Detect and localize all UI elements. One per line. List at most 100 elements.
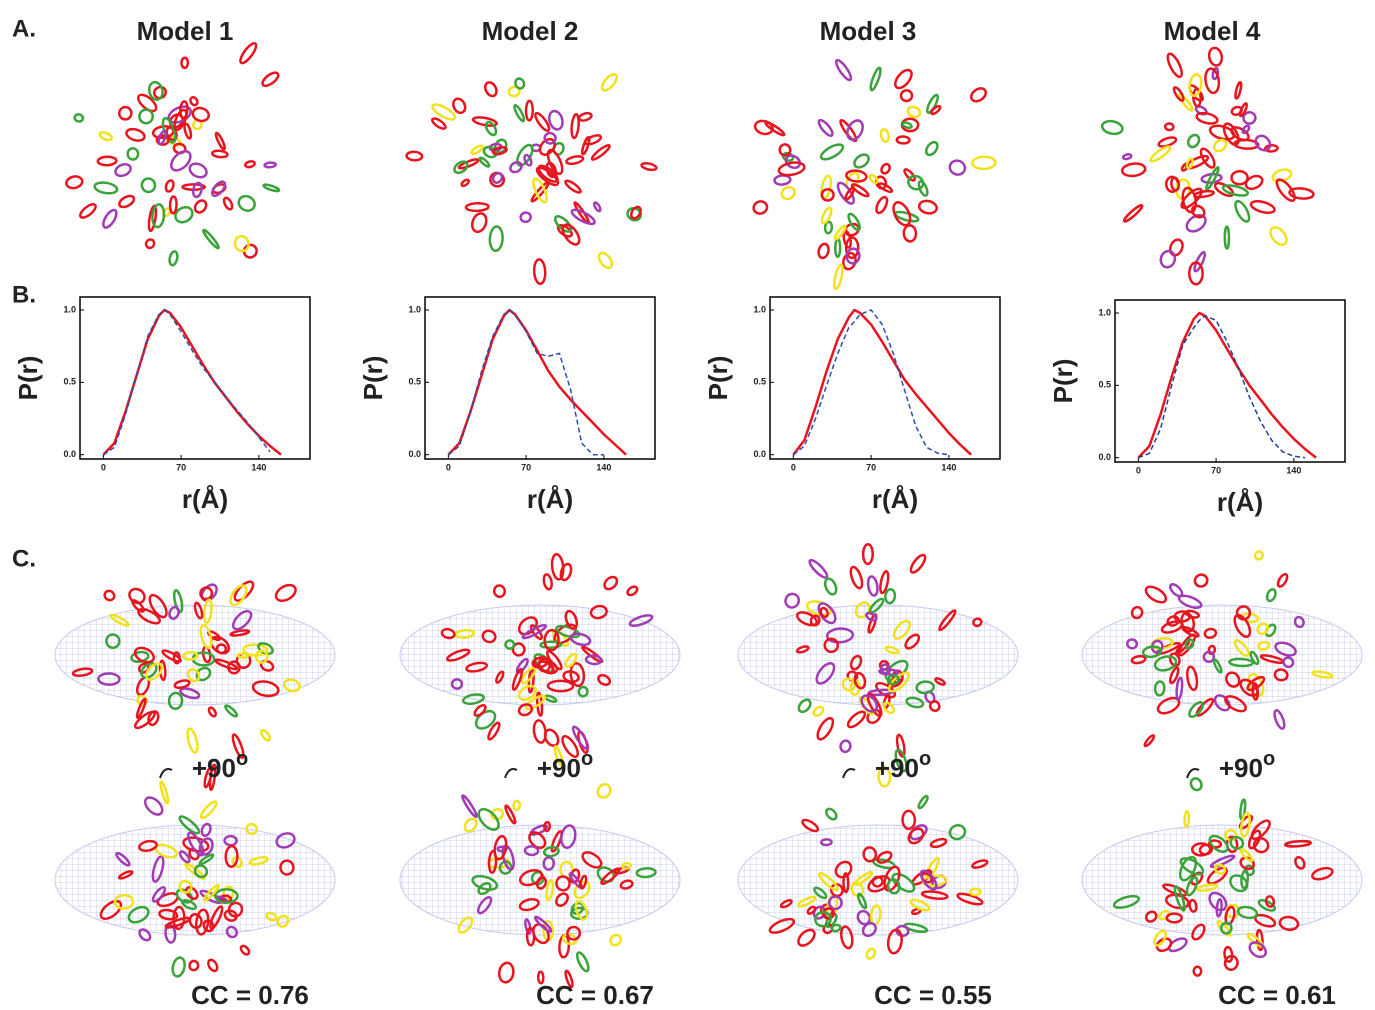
protein-ribbon (1252, 837, 1270, 854)
protein-ribbon (461, 794, 478, 819)
x-axis-title: r(Å) (182, 484, 228, 514)
protein-ribbon (866, 692, 883, 718)
protein-ribbon (865, 611, 878, 622)
protein-ribbon (752, 200, 769, 215)
protein-ribbon (869, 66, 882, 92)
protein-ribbon (938, 609, 957, 632)
model-title: Model 4 (1164, 16, 1261, 46)
protein-ribbon (853, 671, 867, 690)
protein-ribbon (79, 202, 97, 219)
protein-ribbon (903, 168, 916, 182)
protein-ribbon (193, 601, 204, 620)
protein-ribbon (533, 656, 559, 675)
protein-ribbon (1215, 898, 1223, 918)
protein-ribbon (845, 169, 868, 183)
protein-ribbon (894, 68, 913, 90)
rotation-arrow (842, 768, 856, 779)
protein-ribbon (191, 106, 210, 123)
rotation-arrow (504, 768, 518, 779)
protein-ribbon (457, 158, 480, 170)
protein-ribbon (195, 908, 210, 936)
protein-ribbon (1208, 891, 1228, 912)
protein-ribbon (909, 898, 931, 912)
protein-ribbon (839, 739, 852, 754)
protein-ribbon (225, 925, 239, 939)
protein-ribbon (143, 796, 164, 816)
protein-ribbon (1155, 937, 1173, 953)
protein-ribbon (534, 915, 553, 933)
protein-ribbon (189, 96, 199, 107)
protein-ribbon (856, 892, 868, 910)
protein-ribbon (619, 879, 634, 890)
protein-ribbon (199, 800, 218, 820)
protein-ribbon (849, 654, 863, 671)
protein-ribbon (561, 933, 578, 946)
protein-ribbon (457, 916, 474, 934)
protein-ribbon (1126, 638, 1139, 650)
protein-ribbon (257, 642, 274, 656)
protein-ribbon (823, 637, 840, 654)
protein-ribbon (229, 629, 251, 637)
protein-ribbon (251, 680, 280, 698)
protein-ribbon (171, 956, 186, 978)
protein-ribbon (102, 208, 118, 229)
protein-ribbon (200, 822, 212, 837)
protein-ribbon (808, 558, 829, 579)
protein-ribbon (523, 153, 533, 167)
protein-ribbon (214, 658, 239, 671)
protein-ribbon (773, 174, 792, 186)
protein-ribbon (1188, 261, 1204, 286)
protein-ribbon (847, 212, 861, 232)
protein-ribbon (784, 592, 801, 609)
protein-ribbon (164, 916, 192, 929)
protein-ribbon (504, 639, 516, 650)
protein-ribbon (138, 839, 158, 852)
protein-ribbon (542, 845, 560, 858)
protein-ribbon (1170, 176, 1181, 192)
protein-ribbon (543, 820, 551, 833)
protein-ribbon (1198, 843, 1214, 856)
protein-ribbon (1121, 153, 1133, 161)
protein-ribbon (1130, 654, 1147, 665)
protein-ribbon (168, 195, 178, 215)
protein-ribbon (575, 951, 590, 973)
cc-value: CC = 0.76 (191, 980, 309, 1010)
protein-ribbon (1257, 640, 1271, 651)
protein-ribbon (463, 817, 478, 833)
protein-ribbon (1255, 928, 1264, 952)
protein-ribbon (1249, 650, 1260, 666)
protein-ribbon (126, 147, 140, 161)
protein-ribbon (1222, 122, 1240, 146)
protein-ribbon (1195, 111, 1219, 125)
protein-ribbon (512, 799, 522, 812)
protein-ribbon (1184, 609, 1201, 619)
protein-ribbon (929, 104, 942, 116)
protein-ribbon (1149, 145, 1172, 163)
protein-ribbon (1229, 835, 1245, 850)
protein-ribbon (884, 587, 897, 605)
x-tick-label: 0 (446, 462, 451, 472)
y-axis-title: P(r) (703, 356, 733, 401)
protein-ribbon (138, 928, 152, 942)
protein-ribbon (553, 215, 573, 233)
x-tick-label: 140 (596, 462, 611, 472)
protein-ribbon (164, 179, 175, 193)
protein-ribbon (1190, 204, 1206, 219)
protein-ribbon (1219, 921, 1233, 935)
protein-ribbon (151, 886, 167, 903)
protein-ribbon (168, 250, 179, 267)
x-tick-label: 70 (866, 462, 876, 472)
protein-ribbon (1173, 885, 1186, 912)
rotation-label: +90o (537, 748, 593, 783)
protein-ribbon (1253, 550, 1264, 561)
protein-ribbon (845, 247, 861, 265)
protein-ribbon (892, 619, 912, 640)
pr-curve (447, 309, 604, 456)
protein-ribbon (1248, 941, 1268, 959)
protein-ribbon (519, 211, 532, 224)
y-tick-label: 0.5 (408, 377, 421, 387)
protein-ribbon (118, 194, 136, 209)
protein-ribbon (188, 959, 200, 972)
protein-ribbon (236, 652, 250, 660)
protein-ribbon (777, 161, 806, 177)
